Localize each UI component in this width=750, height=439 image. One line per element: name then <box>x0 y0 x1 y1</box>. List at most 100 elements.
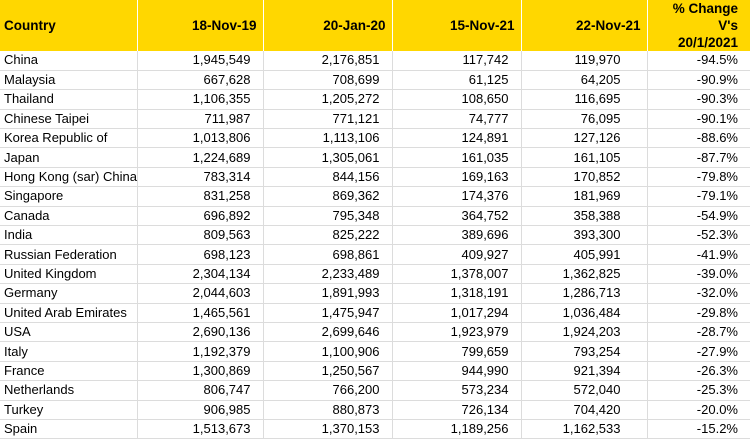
cell-percent-change: -28.7% <box>647 322 750 343</box>
cell-22-nov-21: 170,852 <box>521 167 648 188</box>
cell-country: USA <box>0 322 138 343</box>
cell-country: Thailand <box>0 89 138 110</box>
cell-15-nov-21: 169,163 <box>392 167 522 188</box>
cell-22-nov-21: 127,126 <box>521 128 648 149</box>
cell-country: China <box>0 51 138 71</box>
cell-15-nov-21: 74,777 <box>392 109 522 130</box>
cell-22-nov-21: 921,394 <box>521 361 648 382</box>
table-row: India 809,563 825,222 389,696 393,300 -52.3% <box>0 225 750 246</box>
cell-percent-change: -90.1% <box>647 109 750 130</box>
cell-country: Netherlands <box>0 380 138 401</box>
header-18-nov-19: 18-Nov-19 <box>137 0 264 51</box>
table-row: Thailand 1,106,355 1,205,272 108,650 116,695… <box>0 89 750 110</box>
cell-20-jan-20: 2,699,646 <box>263 322 393 343</box>
cell-18-nov-19: 1,945,549 <box>137 51 264 71</box>
cell-country: Canada <box>0 206 138 227</box>
cell-20-jan-20: 1,370,153 <box>263 419 393 439</box>
cell-15-nov-21: 799,659 <box>392 341 522 362</box>
cell-15-nov-21: 117,742 <box>392 51 522 71</box>
cell-20-jan-20: 771,121 <box>263 109 393 130</box>
cell-18-nov-19: 2,044,603 <box>137 283 264 304</box>
header-percent-change-line2: 20/1/2021 <box>677 35 738 50</box>
cell-country: Russian Federation <box>0 244 138 265</box>
cell-15-nov-21: 409,927 <box>392 244 522 265</box>
cell-percent-change: -15.2% <box>647 419 750 439</box>
cell-18-nov-19: 906,985 <box>137 400 264 420</box>
cell-percent-change: -87.7% <box>647 147 750 168</box>
cell-18-nov-19: 1,224,689 <box>137 147 264 168</box>
cell-15-nov-21: 1,318,191 <box>392 283 522 304</box>
cell-18-nov-19: 806,747 <box>137 380 264 401</box>
table-row: Malaysia 667,628 708,699 61,125 64,205 -90.9% <box>0 70 750 91</box>
cell-percent-change: -20.0% <box>647 400 750 420</box>
cell-15-nov-21: 726,134 <box>392 400 522 420</box>
cell-20-jan-20: 1,891,993 <box>263 283 393 304</box>
cell-22-nov-21: 1,162,533 <box>521 419 648 439</box>
table-row: Hong Kong (sar) China 783,314 844,156 169,1… <box>0 167 750 188</box>
header-percent-change: % Change V's 20/1/2021 <box>647 0 750 51</box>
cell-18-nov-19: 783,314 <box>137 167 264 188</box>
cell-18-nov-19: 1,465,561 <box>137 303 264 323</box>
cell-percent-change: -90.3% <box>647 89 750 110</box>
cell-20-jan-20: 1,250,567 <box>263 361 393 382</box>
cell-22-nov-21: 405,991 <box>521 244 648 265</box>
cell-15-nov-21: 1,189,256 <box>392 419 522 439</box>
cell-20-jan-20: 844,156 <box>263 167 393 188</box>
cell-22-nov-21: 64,205 <box>521 70 648 91</box>
cell-15-nov-21: 364,752 <box>392 206 522 227</box>
cell-15-nov-21: 61,125 <box>392 70 522 91</box>
cell-18-nov-19: 1,300,869 <box>137 361 264 382</box>
table-row: Singapore 831,258 869,362 174,376 181,969 -79… <box>0 186 750 207</box>
header-15-nov-21: 15-Nov-21 <box>392 0 522 51</box>
cell-20-jan-20: 708,699 <box>263 70 393 91</box>
cell-18-nov-19: 698,123 <box>137 244 264 265</box>
cell-15-nov-21: 1,923,979 <box>392 322 522 343</box>
cell-15-nov-21: 174,376 <box>392 186 522 207</box>
table-row: Spain 1,513,673 1,370,153 1,189,256 1,162,53… <box>0 419 750 439</box>
cell-22-nov-21: 358,388 <box>521 206 648 227</box>
cell-22-nov-21: 572,040 <box>521 380 648 401</box>
cell-percent-change: -32.0% <box>647 283 750 304</box>
header-percent-change-line1: % Change V's <box>672 1 738 33</box>
cell-20-jan-20: 1,113,106 <box>263 128 393 149</box>
table-row: United Arab Emirates 1,465,561 1,475,947 1,… <box>0 303 750 323</box>
cell-country: India <box>0 225 138 246</box>
cell-22-nov-21: 393,300 <box>521 225 648 246</box>
cell-22-nov-21: 119,970 <box>521 51 648 71</box>
header-22-nov-21: 22-Nov-21 <box>521 0 648 51</box>
cell-20-jan-20: 766,200 <box>263 380 393 401</box>
cell-18-nov-19: 809,563 <box>137 225 264 246</box>
cell-15-nov-21: 573,234 <box>392 380 522 401</box>
cell-20-jan-20: 825,222 <box>263 225 393 246</box>
cell-percent-change: -25.3% <box>647 380 750 401</box>
cell-15-nov-21: 389,696 <box>392 225 522 246</box>
table-row: USA 2,690,136 2,699,646 1,923,979 1,924,203-… <box>0 322 750 343</box>
cell-18-nov-19: 711,987 <box>137 109 264 130</box>
table-row: Italy 1,192,379 1,100,906 799,659 793,254 -27… <box>0 341 750 362</box>
cell-22-nov-21: 704,420 <box>521 400 648 420</box>
cell-22-nov-21: 793,254 <box>521 341 648 362</box>
cell-country: United Kingdom <box>0 264 138 285</box>
table-row: Japan 1,224,689 1,305,061 161,035 161,105 -87… <box>0 147 750 168</box>
cell-20-jan-20: 1,305,061 <box>263 147 393 168</box>
cell-country: Chinese Taipei <box>0 109 138 130</box>
cell-18-nov-19: 2,304,134 <box>137 264 264 285</box>
cell-15-nov-21: 124,891 <box>392 128 522 149</box>
cell-18-nov-19: 831,258 <box>137 186 264 207</box>
cell-percent-change: -29.8% <box>647 303 750 323</box>
cell-15-nov-21: 944,990 <box>392 361 522 382</box>
cell-18-nov-19: 667,628 <box>137 70 264 91</box>
cell-country: Hong Kong (sar) China <box>0 167 138 188</box>
cell-18-nov-19: 1,192,379 <box>137 341 264 362</box>
cell-20-jan-20: 2,176,851 <box>263 51 393 71</box>
cell-country: Korea Republic of <box>0 128 138 149</box>
cell-country: Spain <box>0 419 138 439</box>
cell-18-nov-19: 1,013,806 <box>137 128 264 149</box>
cell-20-jan-20: 880,873 <box>263 400 393 420</box>
cell-22-nov-21: 1,362,825 <box>521 264 648 285</box>
cell-20-jan-20: 869,362 <box>263 186 393 207</box>
cell-percent-change: -41.9% <box>647 244 750 265</box>
cell-20-jan-20: 1,100,906 <box>263 341 393 362</box>
table-header: Country 18-Nov-19 20-Jan-20 15-Nov-21 22… <box>0 0 750 51</box>
